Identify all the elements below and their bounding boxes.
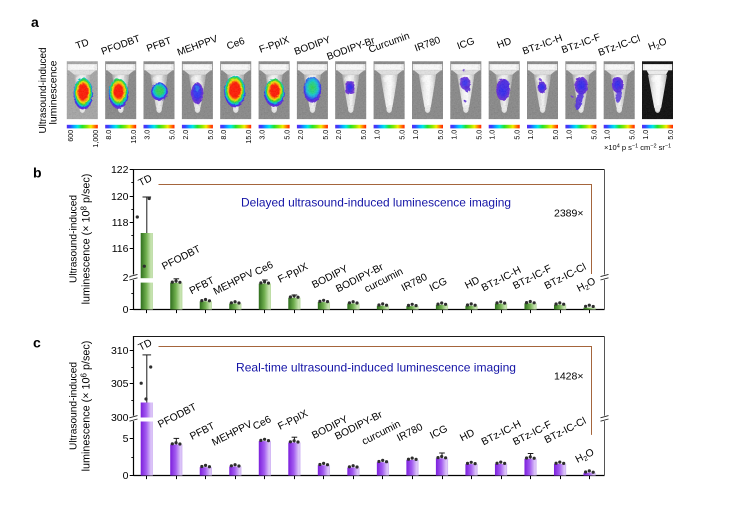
svg-text:8.0: 8.0 [105, 130, 113, 140]
svg-text:310: 310 [111, 345, 129, 357]
svg-text:116: 116 [112, 243, 129, 255]
svg-text:5.0: 5.0 [207, 130, 215, 140]
svg-text:2.0: 2.0 [182, 130, 190, 140]
svg-text:8.0: 8.0 [220, 130, 228, 140]
svg-text:×104 p s−1 cm−2 sr−1: ×104 p s−1 cm−2 sr−1 [604, 143, 671, 152]
svg-text:120: 120 [111, 191, 129, 203]
svg-text:1,000: 1,000 [92, 130, 100, 148]
svg-text:122: 122 [111, 164, 129, 176]
svg-text:1.0: 1.0 [412, 130, 420, 140]
svg-text:600: 600 [67, 130, 75, 142]
svg-text:15.0: 15.0 [245, 130, 253, 144]
svg-text:0: 0 [123, 304, 129, 316]
svg-text:Ultrasound-induced: Ultrasound-induced [69, 195, 80, 283]
svg-text:3.0: 3.0 [144, 130, 152, 140]
svg-text:5.0: 5.0 [590, 130, 598, 140]
svg-text:a: a [31, 14, 39, 30]
svg-text:5.0: 5.0 [552, 130, 560, 140]
svg-text:c: c [33, 335, 41, 351]
svg-text:H2O: H2O [647, 36, 669, 54]
svg-text:1.0: 1.0 [565, 130, 573, 140]
svg-text:5.0: 5.0 [360, 130, 368, 140]
svg-text:5: 5 [123, 433, 129, 445]
svg-text:305: 305 [111, 378, 129, 390]
svg-text:1428×: 1428× [554, 371, 584, 383]
svg-text:2.0: 2.0 [297, 130, 305, 140]
svg-text:luminescence: luminescence [49, 60, 60, 124]
svg-text:1.0: 1.0 [642, 130, 650, 140]
svg-text:5.0: 5.0 [322, 130, 330, 140]
svg-text:1.0: 1.0 [450, 130, 458, 140]
svg-text:2389×: 2389× [554, 208, 584, 220]
svg-text:luminescence (× 106 p/sec): luminescence (× 106 p/sec) [79, 341, 92, 472]
svg-text:5.0: 5.0 [514, 130, 522, 140]
svg-text:5.0: 5.0 [667, 130, 675, 140]
svg-text:1.0: 1.0 [374, 130, 382, 140]
svg-text:300: 300 [111, 412, 129, 424]
svg-text:1.0: 1.0 [604, 130, 612, 140]
svg-text:5.0: 5.0 [169, 130, 177, 140]
svg-text:5.0: 5.0 [475, 130, 483, 140]
svg-text:b: b [33, 165, 42, 181]
svg-text:5.0: 5.0 [437, 130, 445, 140]
svg-text:Real-time ultrasound-induced l: Real-time ultrasound-induced luminescenc… [236, 361, 516, 375]
svg-text:Delayed ultrasound-induced lum: Delayed ultrasound-induced luminescence … [241, 196, 511, 210]
svg-text:15.0: 15.0 [130, 130, 138, 144]
svg-text:luminescence (× 108 p/sec): luminescence (× 108 p/sec) [79, 174, 92, 305]
svg-text:2.0: 2.0 [335, 130, 343, 140]
svg-text:2: 2 [123, 272, 129, 284]
svg-text:0: 0 [123, 470, 129, 482]
svg-text:HD: HD [496, 36, 513, 51]
svg-text:TD: TD [74, 37, 90, 52]
svg-text:3.0: 3.0 [259, 130, 267, 140]
svg-text:5.0: 5.0 [629, 130, 637, 140]
svg-text:Ultrasound-induced: Ultrasound-induced [69, 362, 80, 450]
svg-text:1.0: 1.0 [489, 130, 497, 140]
svg-text:1.0: 1.0 [527, 130, 535, 140]
svg-text:Ultrasound-induced: Ultrasound-induced [38, 48, 49, 134]
svg-text:5.0: 5.0 [284, 130, 292, 140]
svg-text:5.0: 5.0 [399, 130, 407, 140]
svg-text:118: 118 [112, 217, 129, 229]
